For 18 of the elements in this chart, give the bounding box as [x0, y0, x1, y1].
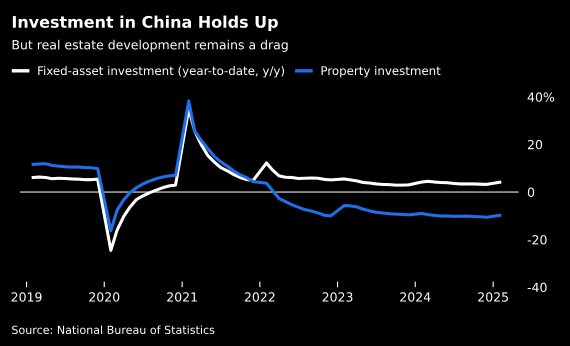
- legend-label: Property investment: [322, 66, 440, 78]
- y-tick-label: 0: [528, 188, 534, 197]
- x-tick-label: 2023: [322, 292, 352, 302]
- y-tick-label: -20: [528, 235, 547, 245]
- chart-subtitle: But real estate development remains a drag: [12, 40, 288, 52]
- x-tick-label: 2019: [12, 292, 42, 302]
- x-tick-label: 2021: [167, 292, 197, 302]
- legend-label: Fixed-asset investment (year-to-date, y/y): [38, 66, 284, 78]
- source-note: Source: National Bureau of Statistics: [12, 325, 214, 334]
- line-series: [32, 99, 502, 232]
- x-tick-label: 2020: [89, 292, 120, 302]
- x-tick-label: 2022: [244, 292, 275, 302]
- chart-title: Investment in China Holds Up: [12, 16, 278, 32]
- x-tick-label: 2025: [478, 292, 508, 302]
- y-tick-label: 20: [528, 140, 542, 150]
- y-tick-label: -40: [528, 282, 547, 292]
- x-tick-label: 2024: [400, 292, 430, 302]
- y-tick-label: 40%: [528, 92, 554, 102]
